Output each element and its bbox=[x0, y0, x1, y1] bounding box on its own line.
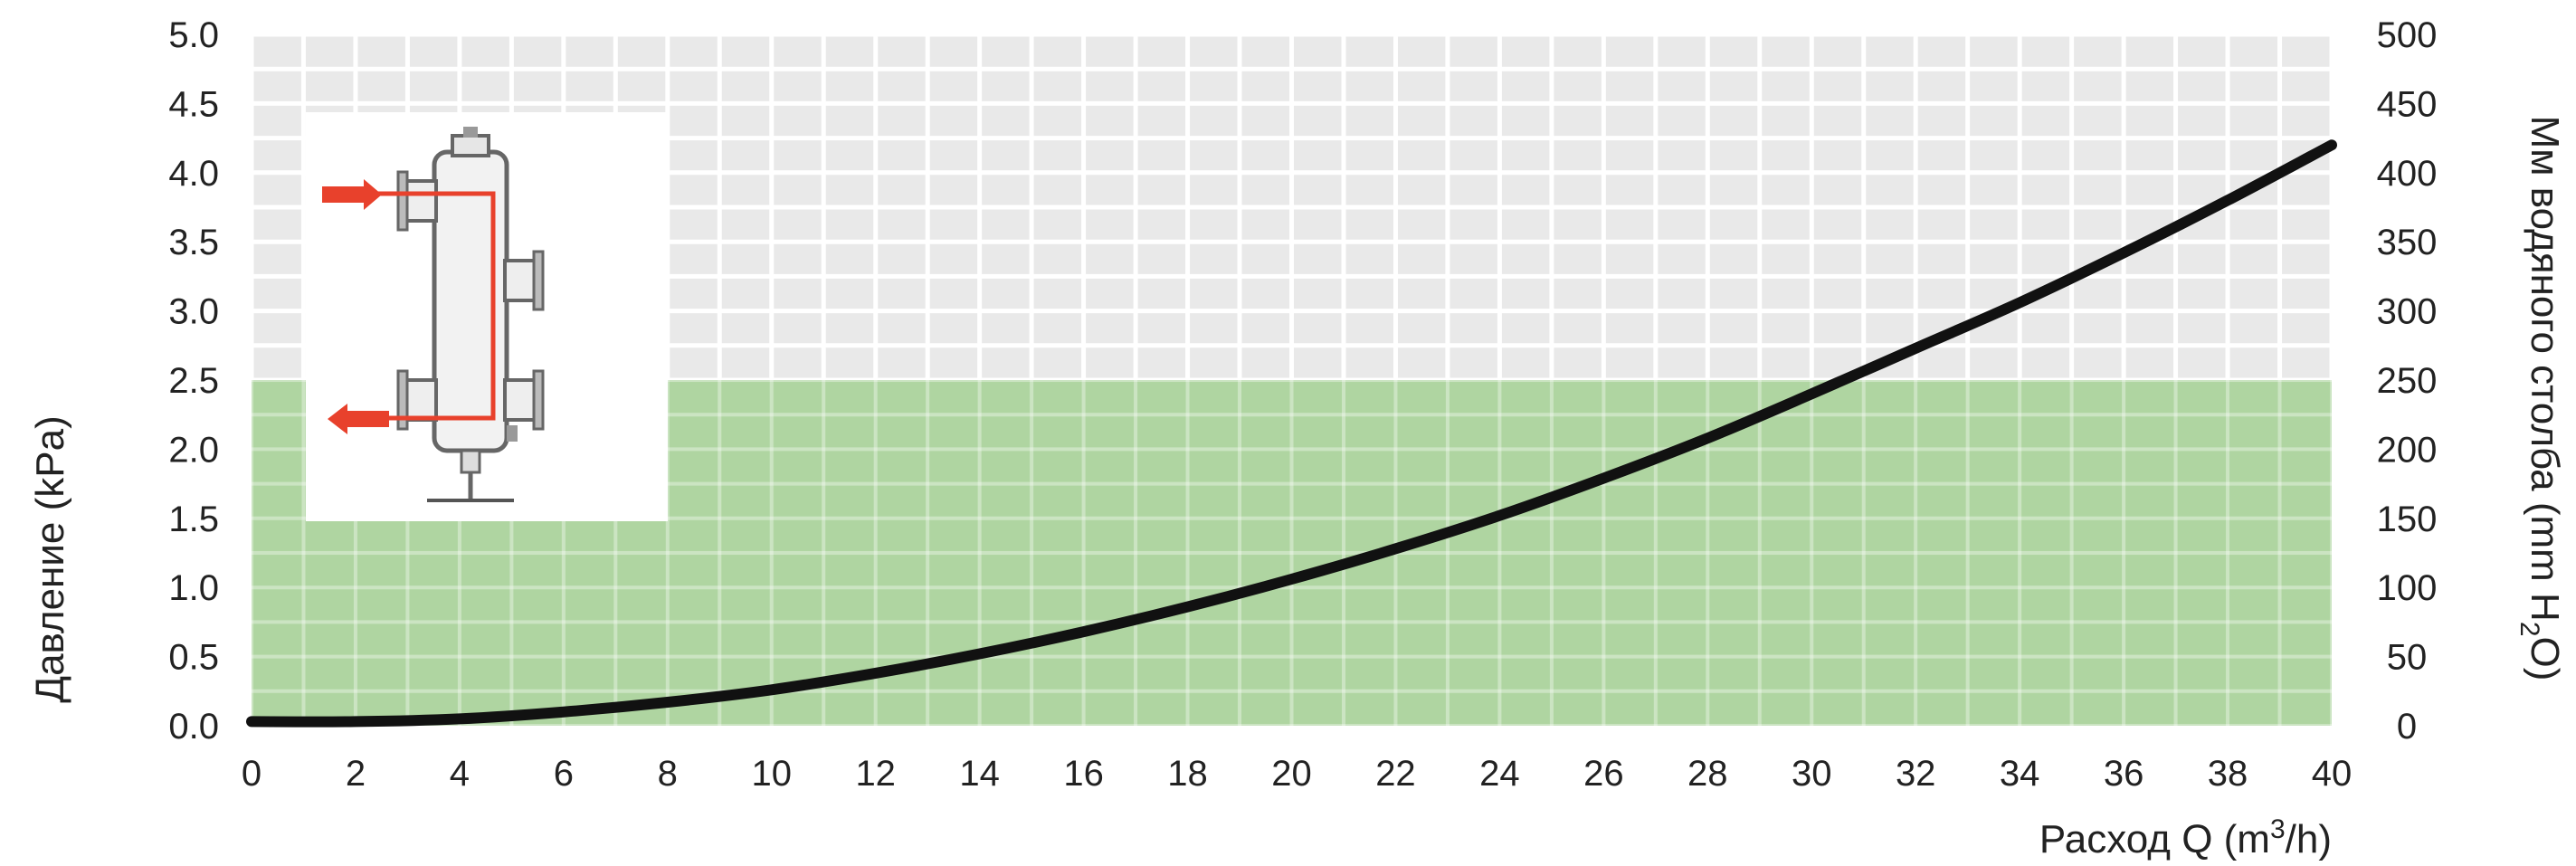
x-tick-label: 0 bbox=[242, 754, 261, 794]
x-tick-label: 30 bbox=[1792, 754, 1832, 794]
y-right-tick-labels: 0 50 100 150 200 250 300 350 400 450 500 bbox=[2377, 15, 2438, 747]
pressure-curve-line bbox=[246, 139, 2337, 728]
y-left-tick-label: 4.5 bbox=[168, 84, 219, 124]
x-tick-label: 32 bbox=[1896, 754, 1936, 794]
x-tick-label: 22 bbox=[1375, 754, 1416, 794]
y-right-tick-label: 50 bbox=[2387, 638, 2428, 678]
y-left-tick-label: 2.5 bbox=[168, 361, 219, 401]
y-left-tick-label: 1.0 bbox=[168, 568, 219, 608]
x-tick-label: 40 bbox=[2312, 754, 2353, 794]
x-tick-label: 34 bbox=[2000, 754, 2040, 794]
x-tick-label: 12 bbox=[855, 754, 896, 794]
x-tick-label: 26 bbox=[1583, 754, 1624, 794]
y-right-tick-label: 500 bbox=[2377, 15, 2438, 55]
x-axis-label: Расход Q (m3/h) bbox=[2039, 814, 2332, 861]
x-tick-label: 14 bbox=[959, 754, 1000, 794]
y-right-tick-label: 250 bbox=[2377, 361, 2438, 401]
x-tick-label: 36 bbox=[2104, 754, 2144, 794]
y-left-tick-label: 0.0 bbox=[168, 707, 219, 747]
x-tick-label: 16 bbox=[1063, 754, 1104, 794]
x-tick-label: 28 bbox=[1687, 754, 1728, 794]
pressure-curve bbox=[246, 139, 2337, 728]
y-right-tick-label: 400 bbox=[2377, 154, 2438, 194]
y-left-tick-labels: 0.0 0.5 1.0 1.5 2.0 2.5 3.0 3.5 4.0 4.5 5.0 bbox=[168, 15, 219, 747]
y-left-axis-label: Давление (kPa) bbox=[28, 415, 72, 702]
y-left-tick-label: 3.5 bbox=[168, 223, 219, 262]
y-left-tick-label: 0.5 bbox=[168, 638, 219, 678]
y-right-tick-label: 0 bbox=[2397, 707, 2417, 747]
y-left-tick-label: 4.0 bbox=[168, 154, 219, 194]
y-left-tick-label: 5.0 bbox=[168, 15, 219, 55]
x-tick-label: 10 bbox=[752, 754, 793, 794]
hydraulic-separator-icon bbox=[306, 112, 668, 521]
x-tick-label: 24 bbox=[1479, 754, 1520, 794]
y-right-tick-label: 450 bbox=[2377, 84, 2438, 124]
y-right-axis-label: Мм водяного столба (mm H2O) bbox=[2514, 116, 2567, 681]
x-tick-label: 4 bbox=[450, 754, 470, 794]
x-tick-label: 2 bbox=[346, 754, 366, 794]
y-right-tick-label: 200 bbox=[2377, 430, 2438, 470]
x-tick-label: 6 bbox=[554, 754, 574, 794]
y-right-tick-label: 150 bbox=[2377, 500, 2438, 539]
y-left-tick-label: 3.0 bbox=[168, 292, 219, 332]
y-right-tick-label: 300 bbox=[2377, 292, 2438, 332]
x-tick-label: 8 bbox=[658, 754, 678, 794]
x-tick-label: 18 bbox=[1167, 754, 1208, 794]
x-tick-label: 38 bbox=[2208, 754, 2248, 794]
y-right-tick-label: 350 bbox=[2377, 223, 2438, 262]
x-tick-label: 20 bbox=[1271, 754, 1312, 794]
x-tick-labels: 0 2 4 6 8 10 12 14 16 18 20 22 24 26 28 30 32 34 36 38 40 bbox=[242, 754, 2352, 794]
y-left-tick-label: 1.5 bbox=[168, 500, 219, 539]
y-right-tick-label: 100 bbox=[2377, 568, 2438, 608]
y-left-tick-label: 2.0 bbox=[168, 430, 219, 470]
